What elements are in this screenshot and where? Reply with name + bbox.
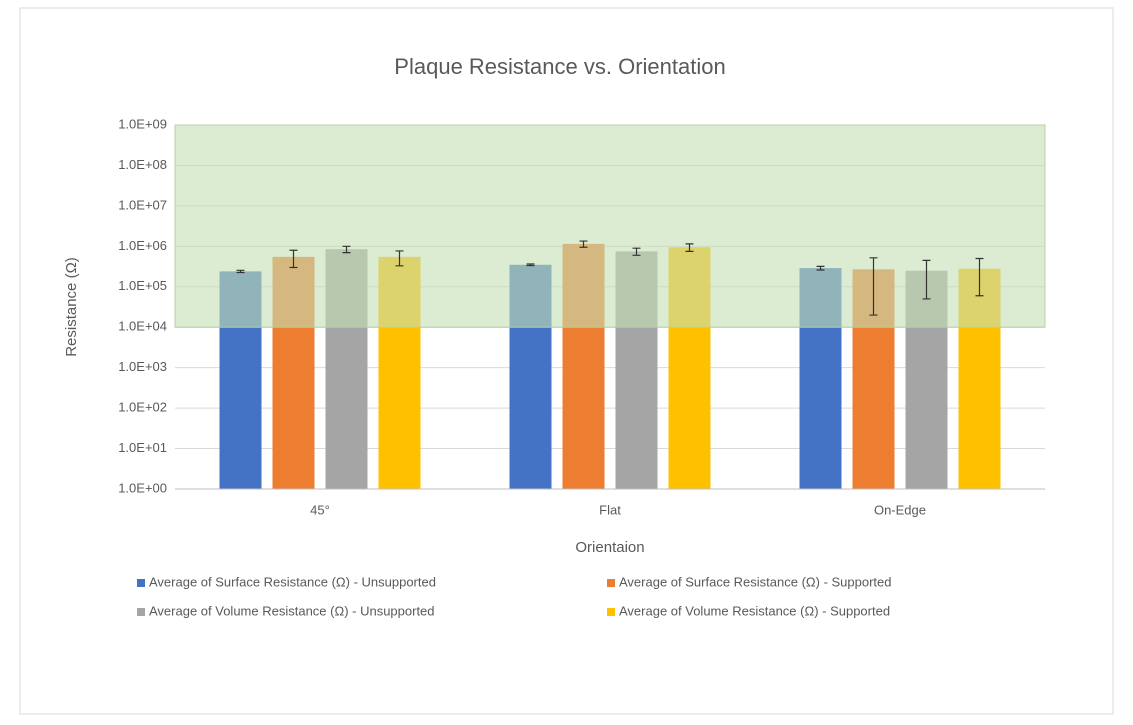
x-tick-label: 45° — [310, 502, 330, 517]
legend-label: Average of Volume Resistance (Ω) - Suppo… — [619, 603, 890, 618]
legend-swatch — [137, 579, 145, 587]
error-bar — [632, 247, 641, 256]
error-bar — [395, 250, 404, 267]
y-tick-label: 1.0E+08 — [118, 157, 167, 172]
error-bar — [922, 259, 931, 300]
legend-label: Average of Surface Resistance (Ω) - Unsu… — [149, 574, 436, 589]
chart-title: Plaque Resistance vs. Orientation — [394, 54, 725, 79]
x-axis-label: Orientaion — [575, 539, 644, 556]
legend-swatch — [607, 608, 615, 616]
error-bar — [975, 257, 984, 297]
y-tick-label: 1.0E+03 — [118, 359, 167, 374]
y-tick-label: 1.0E+09 — [118, 116, 167, 131]
legend-label: Average of Surface Resistance (Ω) - Supp… — [619, 574, 892, 589]
error-bar — [579, 240, 588, 248]
x-tick-label: On-Edge — [874, 502, 926, 517]
error-bar — [526, 263, 535, 267]
y-tick-label: 1.0E+01 — [118, 440, 167, 455]
error-bar — [236, 269, 245, 274]
y-axis-label: Resistance (Ω) — [63, 257, 80, 357]
legend-label: Average of Volume Resistance (Ω) - Unsup… — [149, 603, 435, 618]
error-bar — [342, 245, 351, 254]
y-tick-label: 1.0E+02 — [118, 400, 167, 415]
x-tick-label: Flat — [599, 502, 621, 517]
y-tick-label: 1.0E+00 — [118, 480, 167, 495]
error-bar — [685, 243, 694, 252]
error-bar — [869, 257, 878, 316]
y-tick-label: 1.0E+04 — [118, 319, 167, 334]
y-tick-label: 1.0E+06 — [118, 238, 167, 253]
legend-swatch — [607, 579, 615, 587]
error-bar — [816, 265, 825, 271]
error-bar — [289, 249, 298, 269]
legend-swatch — [137, 608, 145, 616]
y-tick-label: 1.0E+07 — [118, 197, 167, 212]
shaded-range — [174, 124, 1046, 328]
y-tick-label: 1.0E+05 — [118, 278, 167, 293]
